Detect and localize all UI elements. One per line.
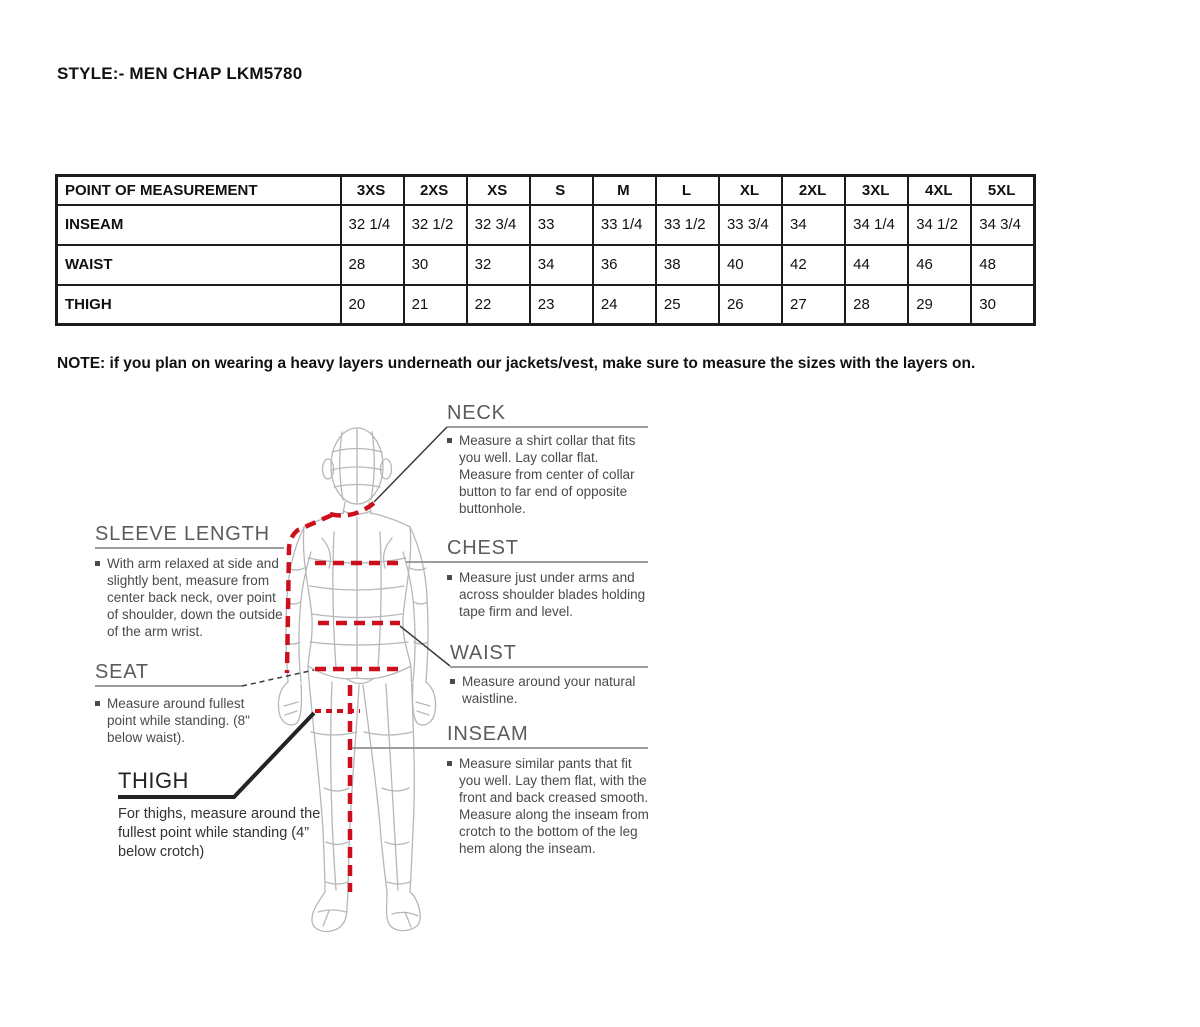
size-value-cell: 24 [591,283,657,326]
sleeve-length-description: With arm relaxed at side and slightly be… [107,556,283,639]
measurement-guide-diagram: NECK Measure a shirt collar that fits yo… [70,390,650,940]
guide-section-waist: WAIST Measure around your natural waistl… [450,643,652,707]
size-value-cell: 28 [339,243,405,286]
column-header-size: L [654,174,720,206]
size-value-cell: 46 [907,243,973,286]
size-table-body: INSEAM 32 1/4 32 1/2 32 3/4 33 33 1/4 33 1/2 33… [55,203,1036,326]
seat-description: Measure around fullest point while stand… [107,696,250,745]
seat-callout-line [241,669,315,687]
inseam-heading: INSEAM [447,723,529,745]
guide-section-seat: SEAT Measure around fullest point while … [95,662,275,746]
table-row: THIGH 20 21 22 23 24 25 26 27 28 29 30 [55,283,1036,326]
waist-heading: WAIST [450,642,517,664]
size-value-cell: 20 [339,283,405,326]
size-value-cell: 32 [465,243,531,286]
guide-section-thigh: THIGH For thighs, measure around the ful… [118,770,340,862]
size-value-cell: 25 [654,283,720,326]
size-value-cell: 33 3/4 [717,203,784,246]
neck-callout-line [373,426,448,503]
sleeve-measure-line [284,512,333,674]
column-header-size: 2XS [402,174,468,206]
size-value-cell: 23 [528,283,594,326]
row-label: INSEAM [55,203,342,246]
column-header-size: XS [465,174,531,206]
size-value-cell: 42 [781,243,847,286]
square-bullet-icon [95,701,100,706]
size-value-cell: 48 [970,243,1036,286]
size-table: POINT OF MEASUREMENT 3XS 2XS XS S M L XL 2XL 3XL 4… [55,174,1036,326]
size-value-cell: 32 3/4 [465,203,531,246]
style-title: STYLE:- MEN CHAP LKM5780 [57,64,303,83]
size-value-cell: 32 1/2 [402,203,468,246]
neck-description: Measure a shirt collar that fits you wel… [459,433,636,516]
size-value-cell: 34 [528,243,594,286]
column-header-size: 5XL [970,174,1036,206]
row-label: THIGH [55,283,342,326]
column-header-point-of-measurement: POINT OF MEASUREMENT [55,174,342,206]
size-value-cell: 33 [528,203,594,246]
column-header-size: 3XS [339,174,405,206]
size-table-header-row: POINT OF MEASUREMENT 3XS 2XS XS S M L XL 2XL 3XL 4… [55,174,1036,206]
size-value-cell: 26 [717,283,784,326]
waist-callout-line [399,625,451,667]
size-value-cell: 44 [844,243,910,286]
thigh-description: For thighs, measure around the fullest p… [118,806,321,860]
square-bullet-icon [447,761,452,766]
size-value-cell: 33 1/4 [591,203,657,246]
seat-heading: SEAT [95,661,149,683]
square-bullet-icon [447,575,452,580]
size-value-cell: 34 1/4 [844,203,910,246]
chest-description: Measure just under arms and across shoul… [459,570,646,619]
neck-measure-line [329,501,376,518]
size-value-cell: 38 [654,243,720,286]
size-value-cell: 34 1/2 [907,203,973,246]
guide-section-chest: CHEST Measure just under arms and across… [447,538,652,620]
callout-lines [95,426,648,799]
guide-section-neck: NECK Measure a shirt collar that fits yo… [447,403,652,517]
row-label: WAIST [55,243,342,286]
thigh-callout-line [118,711,316,799]
body-figure-svg [95,426,648,933]
size-value-cell: 28 [844,283,910,326]
square-bullet-icon [447,438,452,443]
note-text: NOTE: if you plan on wearing a heavy lay… [57,355,976,372]
size-value-cell: 27 [781,283,847,326]
column-header-size: S [528,174,594,206]
table-row: INSEAM 32 1/4 32 1/2 32 3/4 33 33 1/4 33 1/2 33… [55,203,1036,246]
guide-section-inseam: INSEAM Measure similar pants that fit yo… [447,724,652,857]
thigh-heading: THIGH [118,768,189,793]
square-bullet-icon [95,561,100,566]
size-value-cell: 34 3/4 [970,203,1036,246]
size-value-cell: 22 [465,283,531,326]
column-header-size: 4XL [907,174,973,206]
table-row: WAIST 28 30 32 34 36 38 40 42 44 46 48 [55,243,1036,286]
chest-heading: CHEST [447,537,519,559]
guide-section-sleeve-length: SLEEVE LENGTH With arm relaxed at side a… [95,524,287,640]
column-header-size: M [591,174,657,206]
size-value-cell: 34 [781,203,847,246]
square-bullet-icon [450,679,455,684]
size-value-cell: 30 [402,243,468,286]
column-header-size: 3XL [844,174,910,206]
size-value-cell: 21 [402,283,468,326]
waist-description: Measure around your natural waistline. [462,674,636,706]
size-value-cell: 29 [907,283,973,326]
measurement-lines [284,501,405,892]
column-header-size: XL [717,174,784,206]
size-value-cell: 33 1/2 [654,203,720,246]
column-header-size: 2XL [781,174,847,206]
size-value-cell: 36 [591,243,657,286]
sleeve-length-heading: SLEEVE LENGTH [95,523,270,545]
neck-heading: NECK [447,402,506,424]
size-value-cell: 40 [717,243,784,286]
size-value-cell: 32 1/4 [339,203,405,246]
size-value-cell: 30 [970,283,1036,326]
inseam-description: Measure similar pants that fit you well.… [459,756,649,856]
